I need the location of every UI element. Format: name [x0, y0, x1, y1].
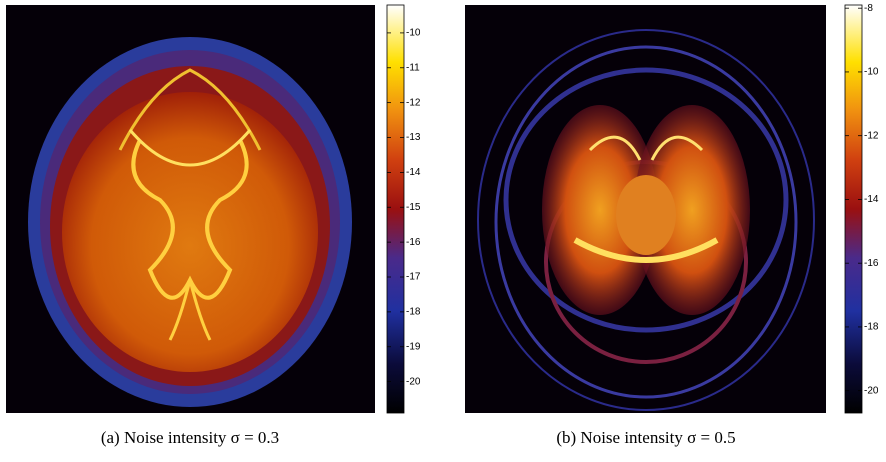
colorbar-tick-label: -12	[406, 97, 421, 108]
colorbar-tick-label: -10	[864, 67, 879, 78]
colorbar-tick-label: -14	[864, 194, 879, 205]
heatmap-b	[465, 5, 826, 413]
colorbar-tick-label: -8	[864, 3, 873, 14]
colorbar-tick-label: -10	[406, 28, 421, 39]
colorbar-tick-label: -12	[864, 130, 879, 141]
colorbar-tick-label: -15	[406, 202, 421, 213]
colorbar-tick-label: -18	[406, 307, 421, 318]
colorbar-tick-label: -13	[406, 132, 421, 143]
caption: (b) Noise intensity σ = 0.5	[556, 428, 735, 447]
colorbar	[844, 4, 863, 414]
heatmap-a	[6, 5, 375, 413]
colorbar-tick-label: -18	[864, 322, 879, 333]
colorbar-tick-label: -20	[864, 385, 879, 396]
colorbar-tick-label: -20	[406, 376, 421, 387]
colorbar	[386, 4, 405, 414]
colorbar-tick-label: -11	[406, 62, 420, 73]
colorbar-tick-label: -14	[406, 167, 421, 178]
colorbar-tick-label: -16	[406, 237, 421, 248]
colorbar-tick-label: -16	[864, 258, 879, 269]
colorbar-tick-label: -19	[406, 341, 421, 352]
colorbar-tick-label: -17	[406, 272, 421, 283]
caption: (a) Noise intensity σ = 0.3	[101, 428, 279, 447]
